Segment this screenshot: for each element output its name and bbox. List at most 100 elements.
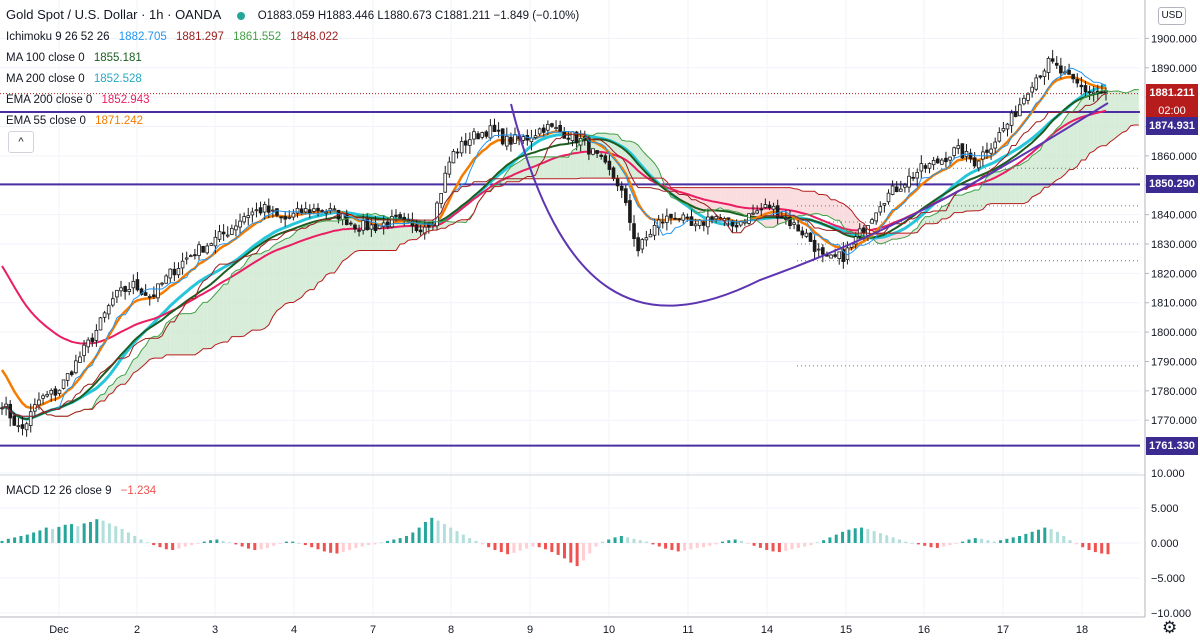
price-tick-label: 1840.000 [1151,210,1197,222]
cloud-segment [917,221,922,233]
candle-body [131,280,136,289]
symbol-title[interactable]: Gold Spot / U.S. Dollar · 1h · OANDA [6,7,222,22]
macd-bar [417,527,421,543]
macd-bar [822,540,826,543]
candle-body [57,389,62,394]
candle-body [660,221,665,224]
macd-bar [209,540,213,543]
candle-body [353,224,357,230]
indicator-ichimoku[interactable]: Ichimoku 9 26 52 26 1882.705 1881.297 18… [6,30,338,44]
candle-body [295,207,300,214]
candle-body [599,154,603,157]
cloud-segment [281,238,286,308]
macd-bar [57,526,61,543]
candle-body [381,222,386,228]
candle-body [1100,91,1104,94]
macd-bar [550,543,554,553]
time-tick-label: 17 [997,624,1009,636]
collapse-legend-button[interactable]: ^ [8,131,34,153]
indicator-ema200[interactable]: EMA 200 close 0 1852.943 [6,93,149,107]
macd-bar [929,543,933,548]
ichimoku-line [34,124,1139,417]
macd-bar [733,539,737,543]
cloud-segment [896,233,901,240]
candle-body [1022,97,1026,105]
candle-body [451,151,456,164]
indicator-ma100[interactable]: MA 100 close 0 1855.181 [6,51,142,65]
macd-bar [272,543,276,546]
cloud-segment [818,194,823,216]
cloud-segment [240,265,245,337]
macd-bar [1081,543,1085,548]
macd-bar [702,543,706,548]
candle-body [418,229,423,233]
macd-bar [752,543,756,546]
currency-badge[interactable]: USD [1158,7,1186,25]
macd-bar [575,543,579,567]
cloud-segment [1023,160,1029,204]
cloud-segment [1110,91,1115,142]
cloud-segment [736,187,741,214]
candle-body [102,312,107,318]
indicator-ema55[interactable]: EMA 55 close 0 1871.242 [6,114,143,128]
candle-body [209,243,214,246]
cloud-segment [564,157,569,179]
candle-body [821,247,825,255]
candle-body [82,344,86,356]
candle-body [1042,70,1047,77]
macd-legend[interactable]: MACD 12 26 close 9 −1.234 [6,484,156,498]
macd-bar [171,543,175,550]
macd-bar [790,543,794,550]
candle-body [862,227,866,234]
candle-body [665,215,669,223]
candle-body [841,249,846,262]
cloud-segment [322,220,327,281]
macd-bar [310,543,314,548]
candle-body [1059,65,1063,74]
candle-body [262,204,267,213]
candle-body [447,161,452,175]
ohlc-open: O1883.059 [257,10,315,22]
macd-bar [973,538,977,543]
candle-body [86,339,90,348]
cloud-segment [264,250,269,329]
cloud-segment [96,395,101,405]
cloud-segment [560,157,565,179]
macd-bar [120,529,124,543]
candle-body [927,163,932,169]
candle-body [1071,73,1075,80]
time-tick-label: Dec [49,624,69,636]
macd-bar [999,540,1003,543]
candle-body [632,223,636,239]
macd-bar [942,543,946,547]
cloud-segment [1118,91,1123,136]
indicator-value: 1881.297 [175,31,224,43]
macd-bar [518,543,522,551]
candle-body [878,206,883,213]
macd-bar [190,543,194,546]
candle-body [90,337,95,343]
candle-body [459,141,464,154]
cloud-segment [449,221,454,226]
candle-body [1083,85,1088,93]
macd-bar [967,539,971,543]
macd-bar [101,520,105,543]
candle-body [312,208,316,212]
candle-body [221,231,226,235]
price-tick-label: 1890.000 [1151,63,1197,75]
cloud-segment [654,163,659,179]
candle-body [242,216,246,223]
indicator-value: 1852.528 [93,73,142,85]
candle-body [509,136,513,145]
macd-bar [562,543,566,559]
cloud-segment [338,219,343,268]
cloud-segment [962,192,967,213]
candle-body [669,213,673,219]
macd-bar [19,536,23,543]
macd-bar [76,526,80,543]
candle-body [710,216,714,221]
gear-icon[interactable]: ⚙ [1162,618,1178,637]
candle-body [640,239,645,250]
candle-body [176,268,181,276]
indicator-ma200[interactable]: MA 200 close 0 1852.528 [6,72,142,86]
